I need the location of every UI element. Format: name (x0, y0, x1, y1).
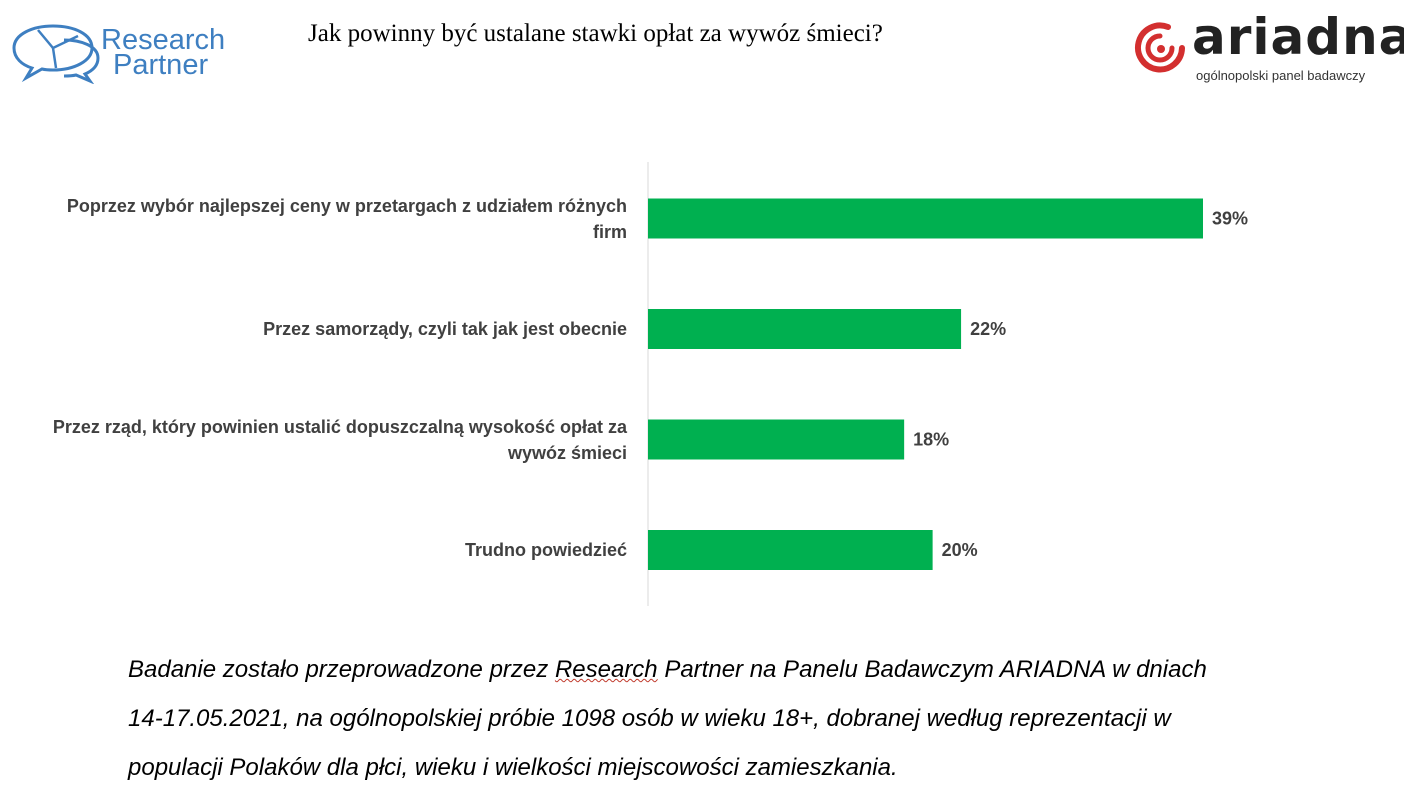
bar-4 (648, 530, 933, 570)
category-label-4-line-1: Trudno powiedzieć (464, 540, 627, 560)
category-label-3-line-2: wywóz śmieci (507, 442, 627, 463)
footnote-line-1-start: Badanie zostało przeprowadzone przez (128, 656, 555, 683)
logo-line-research: Research (101, 24, 226, 56)
footnote-line-1-end: Partner na Panelu Badawczym ARIADNA w dn… (657, 656, 1207, 683)
footnote-line-3: populacji Polaków dla płci, wieku i wiel… (128, 754, 898, 781)
footnote-line-2: 14-17.05.2021, na ogólnopolskiej próbie … (128, 705, 1171, 732)
speech-bubbles-icon (12, 24, 100, 85)
ariadna-tagline: ogólnopolski panel badawczy (1196, 68, 1366, 83)
footnote-underlined-word: Research (554, 656, 658, 683)
data-label-3: 18% (913, 430, 949, 450)
data-label-4: 20% (942, 540, 978, 560)
bar-2 (648, 309, 962, 349)
category-label-1-line-1: Poprzez wybór najlepszej ceny w przetarg… (66, 195, 627, 216)
chart-plot-area: 39% 22% 18% 20% (647, 162, 1248, 606)
category-label-3-line-1: Przez rząd, który powinien ustalić dopus… (52, 416, 627, 437)
logo-line-partner: Partner (113, 49, 209, 81)
data-label-1: 39% (1212, 209, 1248, 229)
research-partner-logo: Research Partner (8, 18, 228, 85)
bar-3 (648, 419, 905, 460)
bar-chart: 39% 22% 18% 20% Poprzez wybór najlepszej ce… (0, 150, 1404, 610)
category-label-2: Przez samorządy, czyli tak jak jest obec… (7, 316, 627, 342)
page-title: Jak powinny być ustalane stawki opłat za… (308, 20, 883, 47)
ariadna-wordmark: ariadna (1192, 8, 1404, 66)
methodology-footnote: Badanie zostało przeprowadzone przez Res… (128, 645, 1328, 792)
bar-1 (648, 198, 1203, 239)
category-label-4: Trudno powiedzieć (7, 537, 627, 563)
category-label-2-line-1: Przez samorządy, czyli tak jak jest obec… (263, 319, 627, 339)
ariadna-logo: ariadna ogólnopolski panel badawczy (1130, 8, 1404, 90)
ariadna-spiral-icon (1135, 22, 1185, 73)
footnote-line-1: Badanie zostało przeprowadzone przez Res… (128, 645, 1328, 694)
category-label-1-line-2: firm (592, 221, 627, 242)
category-label-1: Poprzez wybór najlepszej ceny w przetarg… (7, 193, 627, 245)
research-partner-wordmark: Research Partner (101, 24, 226, 81)
category-label-3: Przez rząd, który powinien ustalić dopus… (7, 414, 627, 466)
data-label-2: 22% (970, 319, 1006, 339)
